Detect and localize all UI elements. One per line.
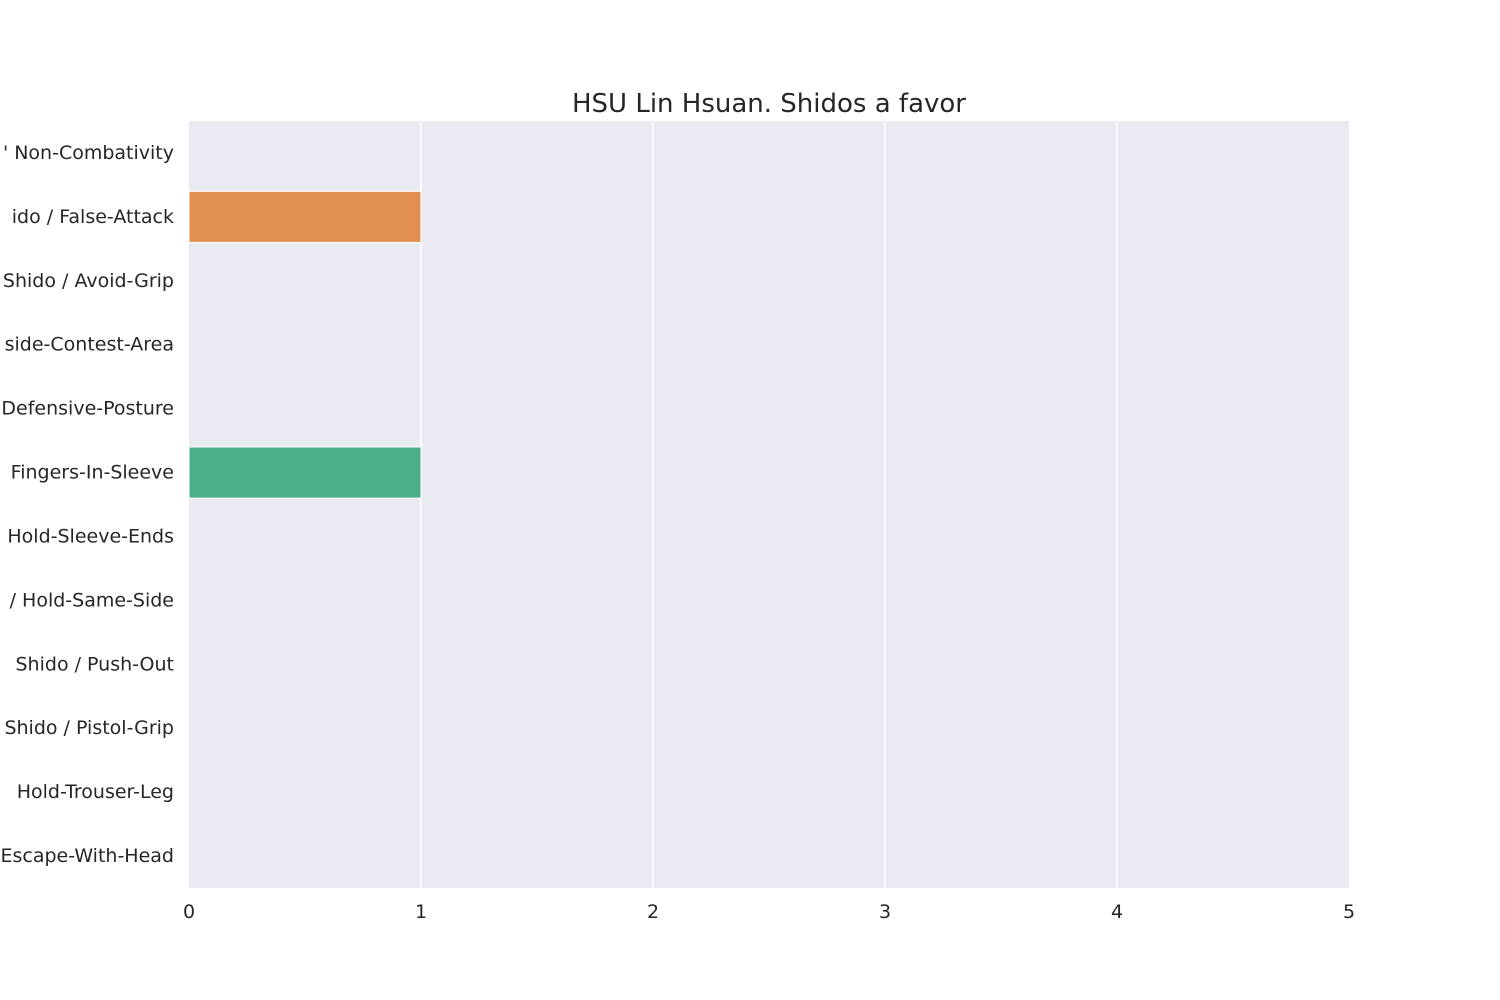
bars <box>188 190 422 499</box>
y-tick-label: ido / False-Attack <box>12 206 174 228</box>
y-tick-label: Hold-Sleeve-Ends <box>7 525 174 547</box>
x-tick-labels: 0 1 2 3 4 5 <box>183 901 1355 923</box>
x-tick-label: 4 <box>1111 901 1123 923</box>
y-tick-label: / Hold-Same-Side <box>10 589 174 611</box>
y-tick-label: Hold-Trouser-Leg <box>17 781 174 803</box>
x-tick-label: 3 <box>879 901 891 923</box>
y-tick-label: side-Contest-Area <box>5 334 174 356</box>
bar <box>188 446 422 499</box>
x-tick-label: 1 <box>415 901 427 923</box>
plot-area <box>189 121 1349 888</box>
x-tick-label: 0 <box>183 901 195 923</box>
x-tick-label: 2 <box>647 901 659 923</box>
y-tick-label: Fingers-In-Sleeve <box>11 462 174 484</box>
y-tick-label: Defensive-Posture <box>1 398 174 420</box>
chart-title: HSU Lin Hsuan. Shidos a favor <box>572 89 966 119</box>
y-tick-label: Shido / Push-Out <box>16 653 175 675</box>
y-tick-label: ' Non-Combativity <box>3 142 174 164</box>
y-tick-label: Shido / Pistol-Grip <box>4 717 174 739</box>
y-tick-label: Shido / Avoid-Grip <box>3 270 174 292</box>
x-tick-label: 5 <box>1343 901 1355 923</box>
y-tick-labels: ' Non-Combativity ido / False-Attack Shido… <box>0 142 174 867</box>
y-tick-label: Escape-With-Head <box>0 845 174 867</box>
bar <box>188 190 422 243</box>
gridlines <box>420 121 1118 888</box>
